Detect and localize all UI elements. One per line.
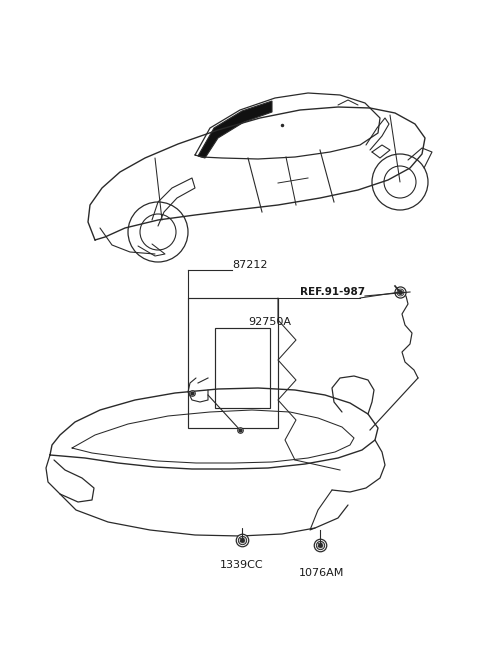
Text: 92750A: 92750A: [248, 317, 291, 327]
Bar: [215, 328, 270, 408]
Text: 87212: 87212: [232, 260, 267, 270]
Bar: [188, 298, 278, 428]
Text: 1076AM: 1076AM: [300, 568, 345, 578]
Text: REF.91-987: REF.91-987: [300, 287, 365, 297]
Text: 1339CC: 1339CC: [220, 560, 264, 570]
Polygon shape: [198, 101, 272, 158]
